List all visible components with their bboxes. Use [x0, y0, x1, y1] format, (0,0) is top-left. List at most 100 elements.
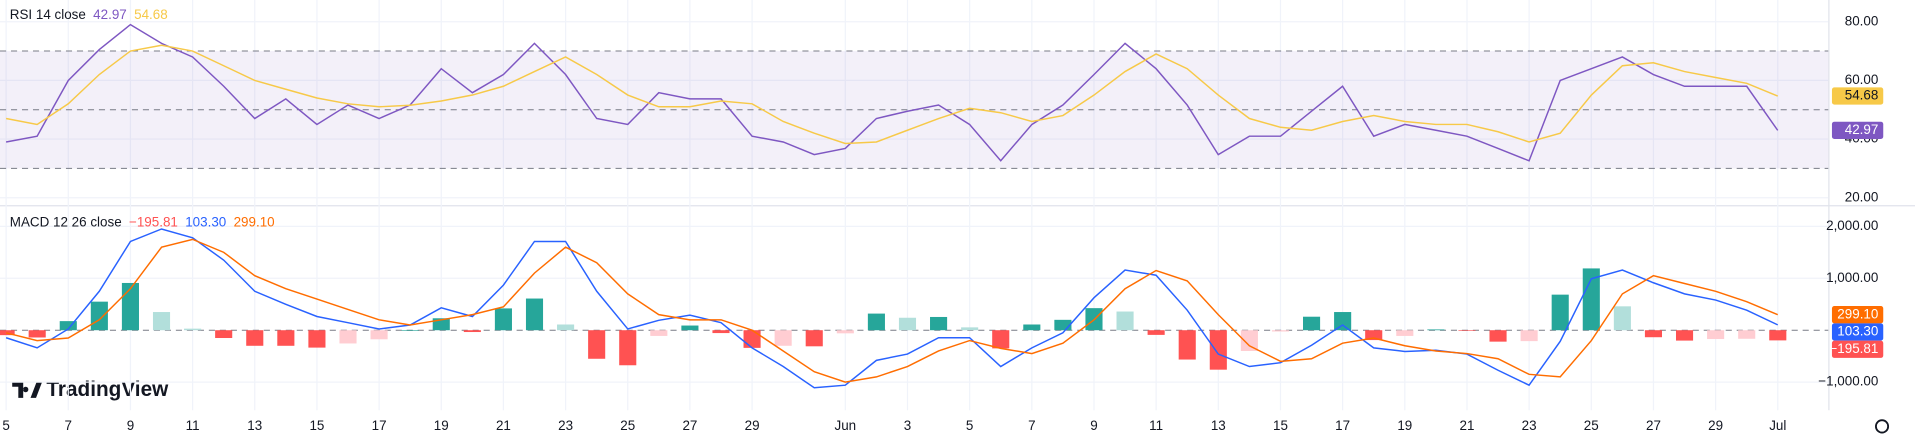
series-line [5, 44, 1779, 145]
histogram-bar [1334, 312, 1352, 331]
x-tick-label: 23 [558, 418, 573, 433]
price-badge-label: 299.10 [1837, 306, 1878, 321]
histogram-bar [1644, 330, 1663, 338]
x-tick-label: 17 [372, 418, 387, 433]
histogram-bar [712, 330, 730, 334]
histogram-bar [1707, 330, 1725, 340]
legend: MACD 12 26 close −195.81 103.30 299.10 [10, 214, 275, 229]
x-tick-label: Jul [1769, 418, 1786, 433]
series-line [5, 23, 1779, 162]
histogram-bar [681, 325, 699, 331]
settings-icon[interactable] [1875, 419, 1890, 434]
histogram-bar [805, 330, 823, 347]
histogram-bar [90, 301, 108, 331]
x-tick-label: 23 [1522, 418, 1537, 433]
legend-title: RSI 14 close [10, 6, 86, 21]
histogram-bar [215, 330, 233, 339]
x-tick-label: 7 [1028, 418, 1035, 433]
histogram-bar [308, 330, 326, 348]
price-badge [1831, 306, 1884, 324]
x-tick-label: 27 [1646, 418, 1661, 433]
histogram-bar [401, 330, 419, 331]
x-tick-label: 21 [496, 418, 511, 433]
histogram-bar [1023, 324, 1041, 331]
histogram-bar [774, 330, 792, 346]
histogram-bar [557, 324, 575, 331]
legend-value: 103.30 [185, 214, 226, 229]
x-tick-label: 13 [1211, 418, 1226, 433]
histogram-bar [1271, 330, 1290, 332]
histogram-bar [619, 330, 637, 366]
legend-title: MACD 12 26 close [10, 214, 122, 229]
histogram-bar [525, 298, 544, 331]
legend: RSI 14 close 42.97 54.68 [10, 6, 168, 21]
price-badge [1831, 323, 1884, 341]
histogram-bar [898, 317, 917, 331]
x-tick-label: 13 [247, 418, 262, 433]
price-badge [1831, 340, 1884, 358]
y-tick-label: 1,000.00 [1826, 270, 1878, 285]
histogram-bar [588, 330, 606, 359]
x-tick-label: 9 [1090, 418, 1097, 433]
price-badge-label: 54.68 [1845, 88, 1879, 103]
histogram-bar [184, 328, 202, 331]
x-tick-label: 29 [745, 418, 760, 433]
histogram-bar [1551, 294, 1569, 331]
histogram-bar [1458, 330, 1476, 331]
y-tick-label: 20.00 [1845, 189, 1879, 204]
price-badge [1831, 87, 1884, 105]
histogram-bar [59, 321, 77, 331]
brand-name: TradingView [46, 378, 169, 401]
x-tick-label: 5 [966, 418, 973, 433]
legend-value: −195.81 [129, 214, 178, 229]
histogram-bar [1520, 330, 1538, 342]
histogram-bar [1427, 329, 1445, 331]
x-tick-label: 3 [904, 418, 911, 433]
legend-value: 42.97 [93, 6, 127, 21]
histogram-bar [1054, 319, 1072, 331]
price-badge-label: −195.81 [1829, 341, 1878, 356]
series-line [5, 228, 1779, 389]
histogram-bar [432, 318, 450, 331]
histogram-bar [867, 313, 885, 331]
brand-logo: TradingView [12, 378, 169, 401]
histogram-bar [1675, 330, 1694, 341]
x-tick-label: 29 [1708, 418, 1723, 433]
histogram-bar [152, 312, 171, 331]
histogram-bar [1613, 306, 1631, 331]
histogram-bar [1489, 330, 1507, 342]
histogram-bar [494, 308, 512, 331]
x-tick-label: 25 [620, 418, 635, 433]
histogram-bar [1178, 330, 1196, 360]
x-tick-label: 11 [186, 418, 200, 433]
x-tick-label: 5 [2, 418, 9, 433]
price-badge [1831, 121, 1884, 140]
legend-value: 299.10 [234, 214, 275, 229]
histogram-bar [1769, 330, 1787, 341]
x-tick-label: 15 [309, 418, 324, 433]
y-tick-label: 80.00 [1845, 13, 1879, 28]
legend-value: 54.68 [134, 6, 168, 21]
histogram-bar [121, 282, 139, 331]
histogram-bar [930, 316, 948, 331]
histogram-bar [1116, 311, 1134, 331]
histogram-bar [1209, 330, 1227, 370]
x-tick-label: 11 [1149, 418, 1163, 433]
histogram-bar [1365, 330, 1383, 341]
histogram-bar [246, 330, 264, 346]
histogram-bar [463, 330, 481, 333]
histogram-bar [370, 330, 388, 340]
histogram-bar [1396, 330, 1414, 336]
histogram-bar [277, 330, 295, 346]
y-tick-label: −1,000.00 [1818, 374, 1878, 389]
histogram-bar [1240, 330, 1258, 351]
histogram-bar [836, 330, 854, 334]
histogram-bar [1738, 330, 1756, 339]
histogram-bar [650, 330, 668, 336]
histogram-bar [992, 330, 1010, 349]
histogram-bar [961, 327, 979, 331]
histogram-bar [28, 330, 46, 338]
x-tick-label: 15 [1273, 418, 1288, 433]
